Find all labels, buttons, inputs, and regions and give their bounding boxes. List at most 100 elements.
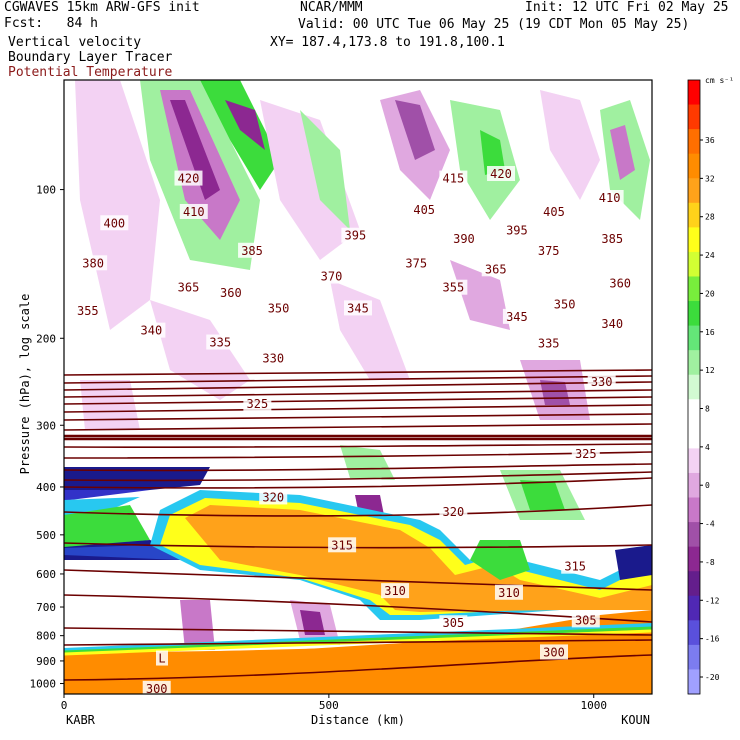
theta-label: 350 xyxy=(554,298,576,312)
colorbar-tick-label: 28 xyxy=(705,213,715,222)
cross-section-endpoints: XY= 187.4,173.8 to 191.8,100.1 xyxy=(270,35,505,50)
theta-label-bg xyxy=(571,612,600,628)
theta-label: 385 xyxy=(601,232,623,246)
colorbar-swatch xyxy=(688,251,700,277)
theta-label-bg xyxy=(243,396,272,412)
plot-frame xyxy=(63,79,653,695)
colorbar-swatch xyxy=(688,178,700,204)
theta-label-bg xyxy=(73,302,102,318)
theta-label: 355 xyxy=(77,304,99,318)
colorbar-swatch xyxy=(688,620,700,646)
theta-label-bg xyxy=(142,680,171,694)
theta-label-bg xyxy=(598,231,627,247)
theta-label: 320 xyxy=(262,490,284,504)
theta-label-bg xyxy=(137,322,166,338)
colorbar-tick-label: 8 xyxy=(705,405,710,414)
theta-label: 385 xyxy=(241,244,263,258)
theta-label: 325 xyxy=(575,447,597,461)
theta-label-bg xyxy=(238,242,267,258)
theta-label: 410 xyxy=(183,205,205,219)
theta-label: 325 xyxy=(247,397,269,411)
theta-label-bg xyxy=(439,615,468,631)
theta-label: 405 xyxy=(543,205,565,219)
theta-label: 340 xyxy=(601,317,623,331)
valid-time: Valid: 00 UTC Tue 06 May 25 (19 CDT Mon … xyxy=(298,17,690,32)
y-tick-label: 700 xyxy=(36,601,56,614)
theta-label-bg xyxy=(439,279,468,295)
colorbar-tick-label: 0 xyxy=(705,481,710,490)
theta-label: 330 xyxy=(591,375,613,389)
left-station-label: KABR xyxy=(66,713,96,727)
field-name-vertical-velocity: Vertical velocity xyxy=(8,35,142,50)
theta-label: 330 xyxy=(262,352,284,366)
theta-label: 345 xyxy=(347,301,369,315)
theta-label: 420 xyxy=(178,172,200,186)
model-title: CGWAVES 15km ARW-GFS init xyxy=(4,0,200,15)
theta-label-bg xyxy=(534,242,563,258)
theta-label: 390 xyxy=(453,232,475,246)
theta-label-bg xyxy=(328,537,357,553)
colorbar-swatch xyxy=(688,153,700,179)
theta-label: 395 xyxy=(506,223,528,237)
colorbar-tick-label: 16 xyxy=(705,328,715,337)
theta-label: 365 xyxy=(178,281,200,295)
theta-label: 335 xyxy=(538,337,560,351)
theta-label: 410 xyxy=(599,191,621,205)
y-tick-label: 500 xyxy=(36,529,56,542)
theta-label: L xyxy=(158,652,165,666)
colorbar-swatch xyxy=(688,472,700,499)
colorbar-swatch xyxy=(688,350,700,376)
theta-label-bg xyxy=(100,215,129,231)
theta-label-bg xyxy=(156,650,168,666)
init-time: Init: 12 UTC Fri 02 May 25 xyxy=(525,0,729,15)
y-tick-label: 1000 xyxy=(30,678,57,691)
colorbar-swatch xyxy=(688,129,700,155)
theta-label: 395 xyxy=(345,229,367,243)
field-name-boundary-layer-tracer: Boundary Layer Tracer xyxy=(8,50,173,65)
colorbar-frame xyxy=(687,79,701,695)
org-label: NCAR/MMM xyxy=(300,0,363,15)
theta-label-bg xyxy=(540,203,568,219)
theta-label-bg xyxy=(571,445,600,461)
theta-label: 315 xyxy=(331,538,353,552)
theta-label: 315 xyxy=(564,560,586,574)
theta-label-bg xyxy=(206,334,235,350)
theta-label-bg xyxy=(606,275,635,291)
theta-label-bg xyxy=(264,300,293,316)
theta-label-bg xyxy=(410,202,439,218)
forecast-hour: Fcst: 84 h xyxy=(4,16,98,31)
colorbar-swatch xyxy=(688,571,700,597)
theta-label-bg xyxy=(587,373,616,389)
theta-label-bg xyxy=(344,300,372,316)
theta-label: 345 xyxy=(506,310,528,324)
colorbar-swatch xyxy=(688,522,700,548)
theta-label-bg xyxy=(259,489,288,505)
theta-label-bg xyxy=(402,255,431,271)
theta-label-layer: 420 415 420 410 410 405 405 400 395 390 395 385 385 3… xyxy=(73,166,635,696)
colorbar-tick-label: -12 xyxy=(705,596,720,605)
theta-label-bg xyxy=(494,584,523,600)
theta-label: 380 xyxy=(82,256,104,270)
colorbar-tick-label: -16 xyxy=(705,635,720,644)
theta-label-bg xyxy=(216,285,245,301)
theta-label: 300 xyxy=(146,682,168,696)
plot-area: 420 415 420 410 410 405 405 400 395 390 395 385 385 3… xyxy=(64,80,652,696)
theta-label: 420 xyxy=(490,167,512,181)
theta-label: 405 xyxy=(413,203,435,217)
x-tick-label: 0 xyxy=(61,699,68,712)
theta-label: 305 xyxy=(575,613,597,627)
theta-label-bg xyxy=(179,203,208,219)
theta-label-bg xyxy=(561,558,590,574)
colorbar-tick-label: -20 xyxy=(705,673,720,682)
theta-label-bg xyxy=(174,170,203,186)
x-tick-label: 1000 xyxy=(580,699,607,712)
theta-label-bg xyxy=(381,583,410,599)
y-tick-label: 200 xyxy=(36,332,56,345)
colorbar-units: cm s⁻¹ xyxy=(705,76,734,85)
theta-label: 360 xyxy=(220,286,242,300)
theta-label-bg xyxy=(439,504,468,520)
x-axis: 0 500 1000 xyxy=(61,694,607,712)
theta-label: 355 xyxy=(443,281,465,295)
colorbar-swatch xyxy=(688,104,700,130)
theta-label-bg xyxy=(449,231,478,247)
